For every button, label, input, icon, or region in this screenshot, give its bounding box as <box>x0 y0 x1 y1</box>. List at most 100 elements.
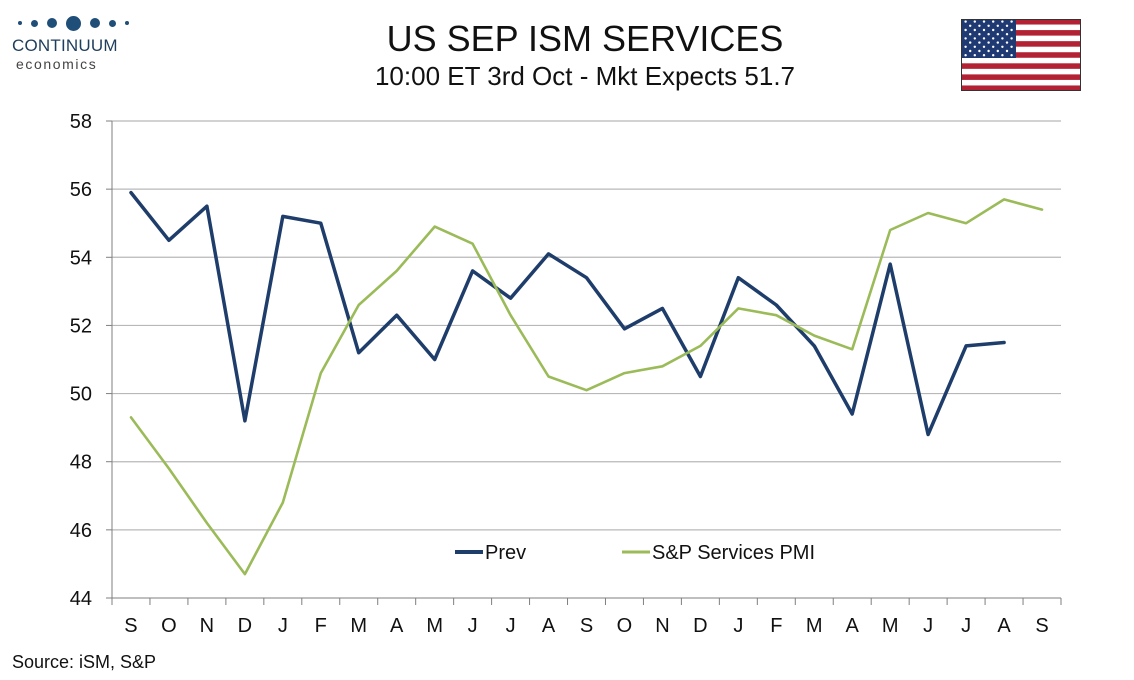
flag-star <box>973 45 976 48</box>
y-tick-label: 56 <box>70 179 92 201</box>
x-tick-label: N <box>655 615 669 637</box>
flag-star <box>973 37 976 40</box>
y-tick-label: 46 <box>70 520 92 542</box>
x-tick-label: S <box>1035 615 1048 637</box>
flag-star <box>1010 37 1013 40</box>
flag-star <box>1005 33 1009 36</box>
logo-dot <box>109 19 116 27</box>
x-tick-label: O <box>617 615 633 637</box>
flag-star <box>964 54 967 57</box>
flag-star <box>964 28 967 32</box>
logo-dot <box>66 15 81 31</box>
flag-star <box>987 33 990 36</box>
x-tick-label: S <box>580 615 593 637</box>
x-tick-label: A <box>846 615 860 637</box>
flag-star <box>1005 41 1009 44</box>
flag-star <box>978 24 981 27</box>
logo-name: CONTINUUM <box>12 36 118 55</box>
company-logo: CONTINUUM economics <box>12 12 142 72</box>
flag-star <box>973 28 976 32</box>
logo-tagline: economics <box>16 56 98 72</box>
flag-star <box>964 37 967 40</box>
flag-star <box>992 54 995 57</box>
x-tick-label: M <box>350 615 367 637</box>
flag-star <box>992 28 995 32</box>
flag-star <box>987 24 990 27</box>
y-tick-label: 58 <box>70 111 92 133</box>
x-tick-label: A <box>997 615 1011 637</box>
flag-star <box>996 33 999 36</box>
logo-dot <box>18 21 22 25</box>
flag-star <box>992 45 995 48</box>
flag-star <box>978 49 981 53</box>
x-tick-label: M <box>806 615 823 637</box>
flag-star <box>1001 20 1004 23</box>
flag-star <box>973 20 976 23</box>
flag-star <box>1005 24 1009 27</box>
x-tick-label: F <box>770 615 782 637</box>
x-tick-label: J <box>278 615 288 637</box>
x-tick-label: J <box>733 615 743 637</box>
flag-star <box>1010 28 1013 32</box>
x-tick-label: F <box>315 615 327 637</box>
x-tick-label: D <box>238 615 252 637</box>
x-tick-label: M <box>882 615 899 637</box>
flag-star <box>964 20 967 23</box>
chart-subtitle: 10:00 ET 3rd Oct - Mkt Expects 51.7 <box>374 61 796 91</box>
flag-star <box>982 54 986 57</box>
logo-dot <box>90 18 100 28</box>
legend-label: S&P Services PMI <box>652 542 815 564</box>
logo-dot <box>125 21 129 25</box>
x-tick-label: M <box>426 615 443 637</box>
flag-star <box>982 45 986 48</box>
flag-stripe <box>961 85 1081 91</box>
y-tick-label: 54 <box>70 247 92 269</box>
flag-star <box>1010 45 1013 48</box>
logo-dot <box>31 19 38 27</box>
flag-star <box>1010 54 1013 57</box>
flag-star <box>969 33 972 36</box>
flag-star <box>969 49 972 53</box>
flag-star <box>987 49 990 53</box>
flag-star <box>978 41 981 44</box>
y-tick-label: 52 <box>70 315 92 337</box>
flag-stripe <box>961 19 1081 25</box>
flag-stripe <box>961 30 1081 36</box>
flag-star <box>982 28 986 32</box>
x-tick-label: D <box>693 615 707 637</box>
flag-star <box>973 54 976 57</box>
flag-stripe <box>961 63 1081 69</box>
chart-title: US SEP ISM SERVICES <box>386 18 784 59</box>
x-tick-label: N <box>200 615 214 637</box>
flag-star <box>1001 54 1004 57</box>
source-note: Source: iSM, S&P <box>12 652 157 672</box>
flag-star <box>978 33 981 36</box>
x-tick-label: J <box>923 615 933 637</box>
flag-star <box>964 45 967 48</box>
x-tick-label: A <box>390 615 404 637</box>
flag-star <box>1001 45 1004 48</box>
series-line-pmi <box>129 198 1044 576</box>
flag-star <box>1001 28 1004 32</box>
flag-star <box>992 20 995 23</box>
x-tick-label: A <box>542 615 556 637</box>
logo-dot <box>47 18 57 28</box>
flag-stripe <box>961 74 1081 80</box>
flag-star <box>996 49 999 53</box>
flag-stripe <box>961 52 1081 58</box>
flag-star <box>1005 49 1009 53</box>
y-tick-label: 50 <box>70 384 92 406</box>
flag-star <box>996 24 999 27</box>
y-tick-label: 44 <box>70 588 92 610</box>
x-tick-label: S <box>124 615 137 637</box>
flag-star <box>996 41 999 44</box>
flag-star <box>992 37 995 40</box>
flag-star <box>987 41 990 44</box>
legend-label: Prev <box>485 542 526 564</box>
flag-star <box>1001 37 1004 40</box>
us-flag-icon <box>961 19 1081 91</box>
x-tick-label: J <box>468 615 478 637</box>
flag-star <box>982 37 986 40</box>
x-tick-label: J <box>506 615 516 637</box>
